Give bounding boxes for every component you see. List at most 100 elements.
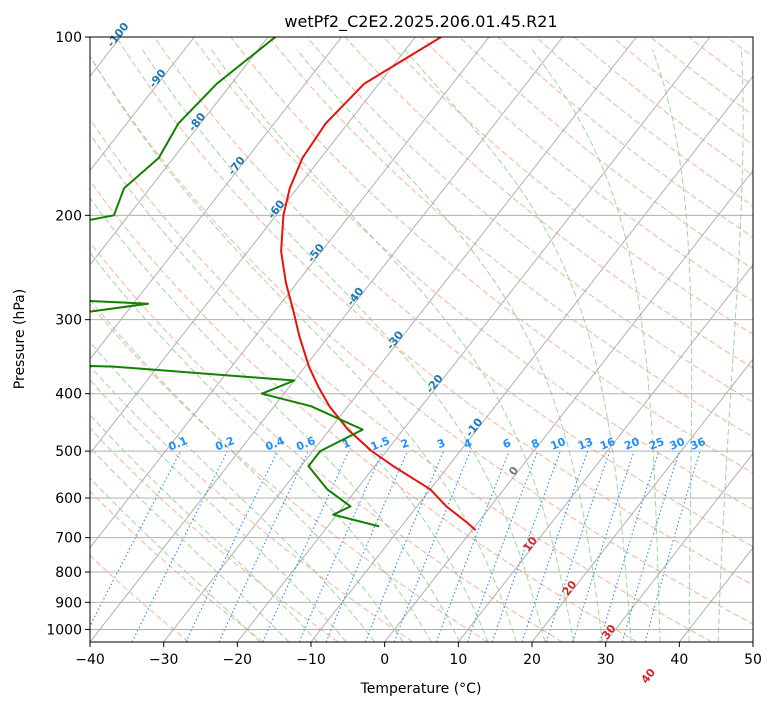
isotherm-line [236,37,711,642]
dry-adiabat-line [573,37,753,176]
y-tick-label: 400 [55,387,82,403]
x-tick-label: −40 [75,652,105,668]
y-tick-label: 600 [55,491,82,507]
x-axis-ticks: −40 −30 −20 −10 0 10 20 30 40 50 [75,642,762,668]
x-tick-label: 40 [670,652,688,668]
dry-adiabat-line [90,427,339,642]
mixing-ratio-label: 30 [668,435,687,453]
isotherm-line [90,37,269,266]
isotherm-label: 40 [638,666,658,686]
y-tick-label: 900 [55,595,82,611]
mixing-ratio-line [621,450,680,642]
x-tick-label: 30 [597,652,615,668]
isotherm-line [90,37,490,549]
isotherm-line [90,37,416,455]
x-tick-label: 0 [380,652,389,668]
x-tick-label: −30 [149,652,179,668]
mixing-ratio-line [298,450,384,642]
mixing-ratio-label: 36 [688,435,707,453]
y-tick-label: 500 [55,444,82,460]
x-axis-label: Temperature (°C) [360,681,482,697]
dry-adiabat-line [90,303,488,642]
moist-adiabat-line [90,54,517,642]
sounding-profiles [90,37,477,531]
mixing-ratio-label: 8 [529,436,541,451]
dry-adiabat-line [115,37,753,586]
dry-adiabat-line [90,180,638,642]
moist-adiabat-line [717,49,744,642]
mixing-ratio-line [545,450,611,642]
y-tick-label: 300 [55,313,82,329]
mixing-ratio-line [435,450,510,642]
y-tick-label: 200 [55,208,82,224]
moist-adiabat-line [90,299,404,642]
x-tick-label: 50 [744,652,762,668]
background-lines [90,37,775,642]
moist-adiabat-line [296,49,603,642]
mixing-ratio-line [364,450,445,642]
isotherm-line [531,358,753,642]
moist-adiabat-line [210,49,575,642]
dry-adiabat-line [90,241,563,642]
isotherm-line [457,264,753,642]
mixing-ratio-label: 3 [435,436,447,451]
moist-adiabat-line [652,49,693,642]
x-tick-label: −20 [223,652,253,668]
mixing-ratio-line [393,450,471,642]
temperature-profile-line [280,37,477,531]
y-tick-label: 700 [55,531,82,547]
mixing-ratio-label: 10 [549,435,568,453]
mixing-ratio-label: 20 [622,435,641,453]
mixing-ratio-label: 2 [399,436,411,451]
plot-frame [89,36,754,643]
mixing-ratio-label: 13 [576,435,595,453]
dry-adiabat-line [90,118,712,642]
isotherm-line [90,37,195,172]
dry-adiabat-line [421,37,753,303]
isotherm-line [752,641,753,642]
mixing-ratio-line [262,450,350,642]
moist-adiabat-line [531,49,661,642]
moist-adiabat-line [90,132,489,642]
mixing-ratio-label: 16 [598,435,617,453]
dry-adiabat-line [497,37,753,238]
isotherm-line [90,37,564,642]
y-tick-label: 100 [55,30,82,46]
moist-adiabat-line [90,414,319,642]
x-tick-label: 20 [523,652,541,668]
dry-adiabat-line [90,490,264,642]
plot-background [90,37,753,642]
y-axis-ticks: 100 200 300 400 500 600 700 800 900 1000 [46,30,90,638]
mixing-ratio-line [521,450,589,642]
dry-adiabat-line [90,55,753,625]
isotherm-line [163,37,637,642]
dry-adiabat-line [192,37,753,510]
mixing-ratio-line [466,450,539,642]
mixing-ratio-line [644,450,701,642]
dewpoint-profile-line [90,37,380,528]
moist-adiabat-line [90,197,461,642]
dry-adiabat-line [765,37,775,642]
mixing-ratio-label: 25 [647,435,666,453]
moist-adiabat-line [141,49,546,642]
mixing-ratio-line [325,450,409,642]
mixing-ratio-line [599,450,660,642]
isotherm-line [605,452,753,642]
mixing-ratio-line [131,450,228,642]
mixing-ratio-label: 1 [340,436,352,451]
chart-title: wetPf2_C2E2.2025.206.01.45.R21 [284,12,557,32]
dry-adiabat-line [535,37,753,207]
isotherm-line [384,169,753,642]
y-axis-label: Pressure (hPa) [12,289,28,389]
isotherm-line [90,37,343,360]
x-tick-label: −10 [296,652,326,668]
mixing-ratio-line [572,450,635,642]
x-tick-label: 10 [449,652,467,668]
moist-adiabat-line [404,49,632,642]
mixing-ratio-labels: 0.1 0.2 0.4 0.6 1 1.5 2 3 4 6 8 10 13 16 20 25 30 36 [167,434,708,454]
dry-adiabat-line [459,37,753,270]
y-tick-label: 1000 [46,622,82,638]
moist-adiabat-line [90,341,376,642]
mixing-ratio-line [491,450,561,642]
